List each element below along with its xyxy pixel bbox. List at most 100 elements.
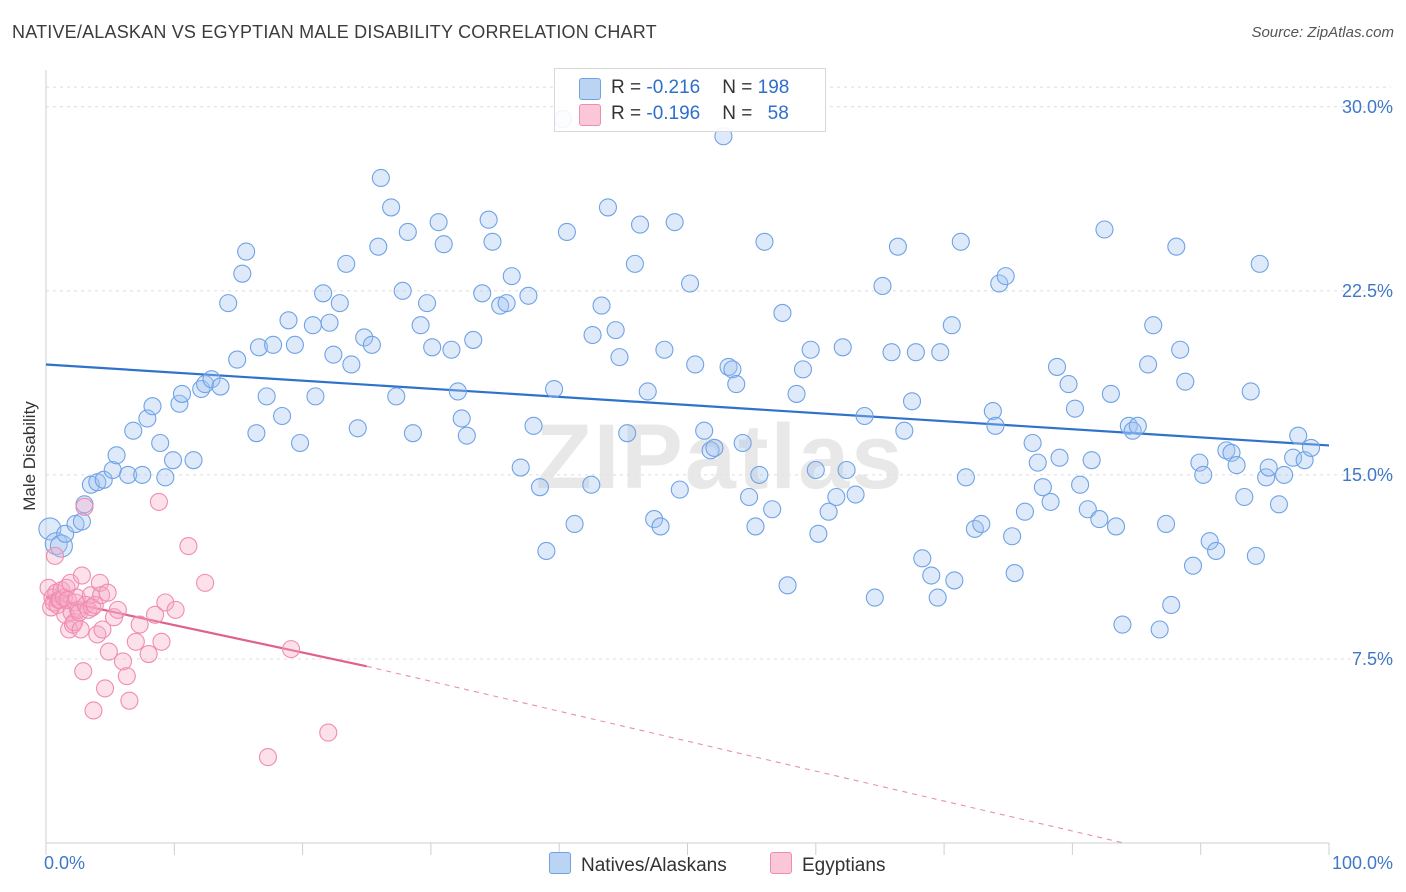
point-natives	[464, 330, 483, 349]
point-natives	[695, 421, 714, 440]
legend-swatch-natives	[579, 78, 601, 100]
point-natives	[882, 343, 901, 362]
point-egyptians	[319, 723, 338, 742]
legend-n-label: N =	[722, 103, 758, 124]
point-natives	[583, 325, 602, 345]
point-natives	[1227, 456, 1246, 475]
point-egyptians	[156, 593, 175, 612]
trend-line-natives	[45, 363, 1330, 447]
point-natives	[1023, 433, 1042, 453]
point-natives	[1028, 453, 1047, 472]
point-natives	[337, 254, 356, 273]
point-natives	[618, 424, 637, 443]
legend-box: R = -0.216 N = 198 R = -0.196 N = 58	[554, 68, 826, 132]
point-egyptians	[146, 605, 165, 624]
point-natives	[855, 406, 874, 426]
point-natives	[418, 294, 437, 313]
point-egyptians	[149, 492, 168, 511]
chart-source: Source: ZipAtlas.com	[1251, 24, 1394, 41]
point-natives	[143, 397, 162, 416]
point-natives	[452, 409, 471, 428]
point-natives	[172, 384, 192, 403]
point-natives	[1059, 375, 1078, 394]
point-natives	[247, 424, 266, 443]
bottom-legend-natives: Natives/Alaskans	[549, 852, 727, 877]
point-natives	[610, 348, 629, 367]
trend-line-egyptians-extension	[366, 665, 1124, 844]
point-natives	[398, 222, 417, 242]
point-natives	[951, 232, 970, 251]
point-natives	[819, 502, 838, 521]
point-natives	[1284, 448, 1303, 467]
point-natives	[1082, 451, 1101, 470]
y-tick-label: 30.0%	[1342, 97, 1393, 117]
legend-n-value-natives: 198	[757, 77, 790, 98]
point-natives	[746, 517, 765, 536]
point-natives	[411, 316, 430, 335]
point-natives	[457, 426, 476, 445]
point-natives	[1033, 478, 1052, 497]
point-egyptians	[108, 600, 127, 619]
legend-stats-natives: R = -0.216 N = 198	[611, 77, 789, 99]
point-natives	[565, 514, 584, 534]
point-natives	[913, 549, 932, 568]
y-tick-label: 15.0%	[1342, 465, 1393, 485]
point-natives	[94, 470, 113, 489]
point-natives	[1289, 426, 1308, 445]
point-natives	[592, 296, 611, 315]
point-natives	[1259, 458, 1278, 477]
point-natives	[902, 392, 922, 411]
point-natives	[888, 237, 907, 256]
point-natives	[1176, 372, 1195, 391]
bottom-legend-label-egyptians: Egyptians	[802, 855, 886, 876]
point-egyptians	[113, 652, 133, 671]
point-natives	[237, 242, 256, 261]
point-egyptians	[139, 644, 158, 664]
point-egyptians	[126, 632, 145, 651]
point-egyptians	[93, 620, 112, 639]
point-natives	[846, 485, 865, 504]
point-natives	[1171, 340, 1190, 359]
point-natives	[1235, 487, 1254, 507]
point-natives	[740, 487, 759, 507]
point-natives	[249, 338, 269, 357]
point-natives	[163, 451, 183, 470]
point-natives	[423, 338, 442, 357]
point-natives	[1041, 492, 1060, 511]
point-natives	[733, 433, 752, 453]
point-natives	[342, 355, 361, 374]
legend-r-value-egyptians: -0.196	[646, 103, 701, 124]
point-natives	[371, 168, 390, 188]
point-natives	[1071, 475, 1090, 494]
point-natives	[809, 524, 828, 543]
legend-n-value-egyptians: 58	[767, 103, 789, 124]
point-natives	[448, 382, 467, 401]
point-natives	[1078, 500, 1097, 519]
point-egyptians	[166, 600, 185, 619]
point-natives	[387, 387, 406, 406]
point-natives	[670, 480, 689, 499]
legend-r-value-natives: -0.216	[646, 77, 701, 98]
point-natives	[655, 340, 674, 359]
point-natives	[1301, 438, 1321, 457]
point-natives	[151, 433, 170, 453]
point-natives	[1162, 595, 1181, 615]
point-natives	[1005, 564, 1024, 583]
point-natives	[787, 384, 806, 403]
y-axis-label: Male Disability	[20, 401, 39, 511]
point-natives	[630, 215, 650, 234]
point-natives	[202, 370, 221, 389]
point-egyptians	[84, 701, 103, 720]
point-egyptians	[83, 598, 102, 617]
point-natives	[1123, 421, 1142, 440]
point-egyptians	[99, 642, 118, 661]
point-natives	[348, 419, 367, 438]
point-natives	[1015, 502, 1034, 521]
point-natives	[723, 360, 742, 379]
point-natives	[502, 267, 521, 286]
point-natives	[1194, 465, 1213, 484]
point-egyptians	[72, 566, 91, 585]
point-natives	[473, 284, 492, 303]
point-natives	[833, 338, 852, 357]
point-natives	[778, 576, 797, 595]
